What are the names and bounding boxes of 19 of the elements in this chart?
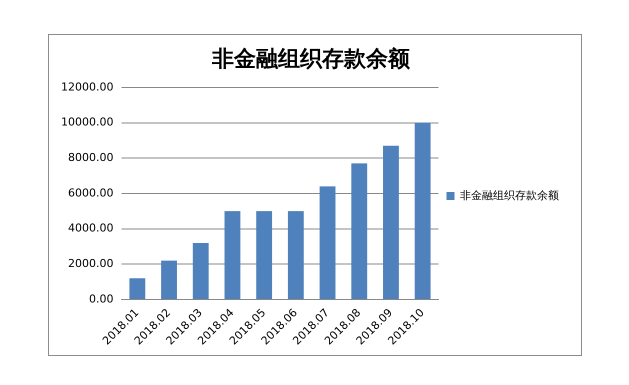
bar <box>161 260 177 299</box>
y-tick-label: 4000.00 <box>68 222 114 235</box>
bar <box>351 163 368 299</box>
y-tick-label: 10000.00 <box>60 116 114 129</box>
bar <box>414 122 431 299</box>
bar <box>224 211 240 299</box>
bar <box>320 186 336 299</box>
y-tick-label: 2000.00 <box>68 257 114 270</box>
bar <box>383 146 399 299</box>
legend-label: 非金融组织存款余额 <box>460 188 559 202</box>
bar <box>129 278 146 299</box>
y-tick-label: 12000.00 <box>60 80 114 94</box>
y-tick-label: 0.00 <box>88 292 114 306</box>
y-tick-label: 8000.00 <box>68 150 114 164</box>
chart-title: 非金融组织存款余额 <box>211 46 411 72</box>
bar <box>256 211 272 299</box>
y-tick-label: 6000.00 <box>68 186 114 200</box>
bar <box>288 211 304 299</box>
bar <box>192 242 209 299</box>
